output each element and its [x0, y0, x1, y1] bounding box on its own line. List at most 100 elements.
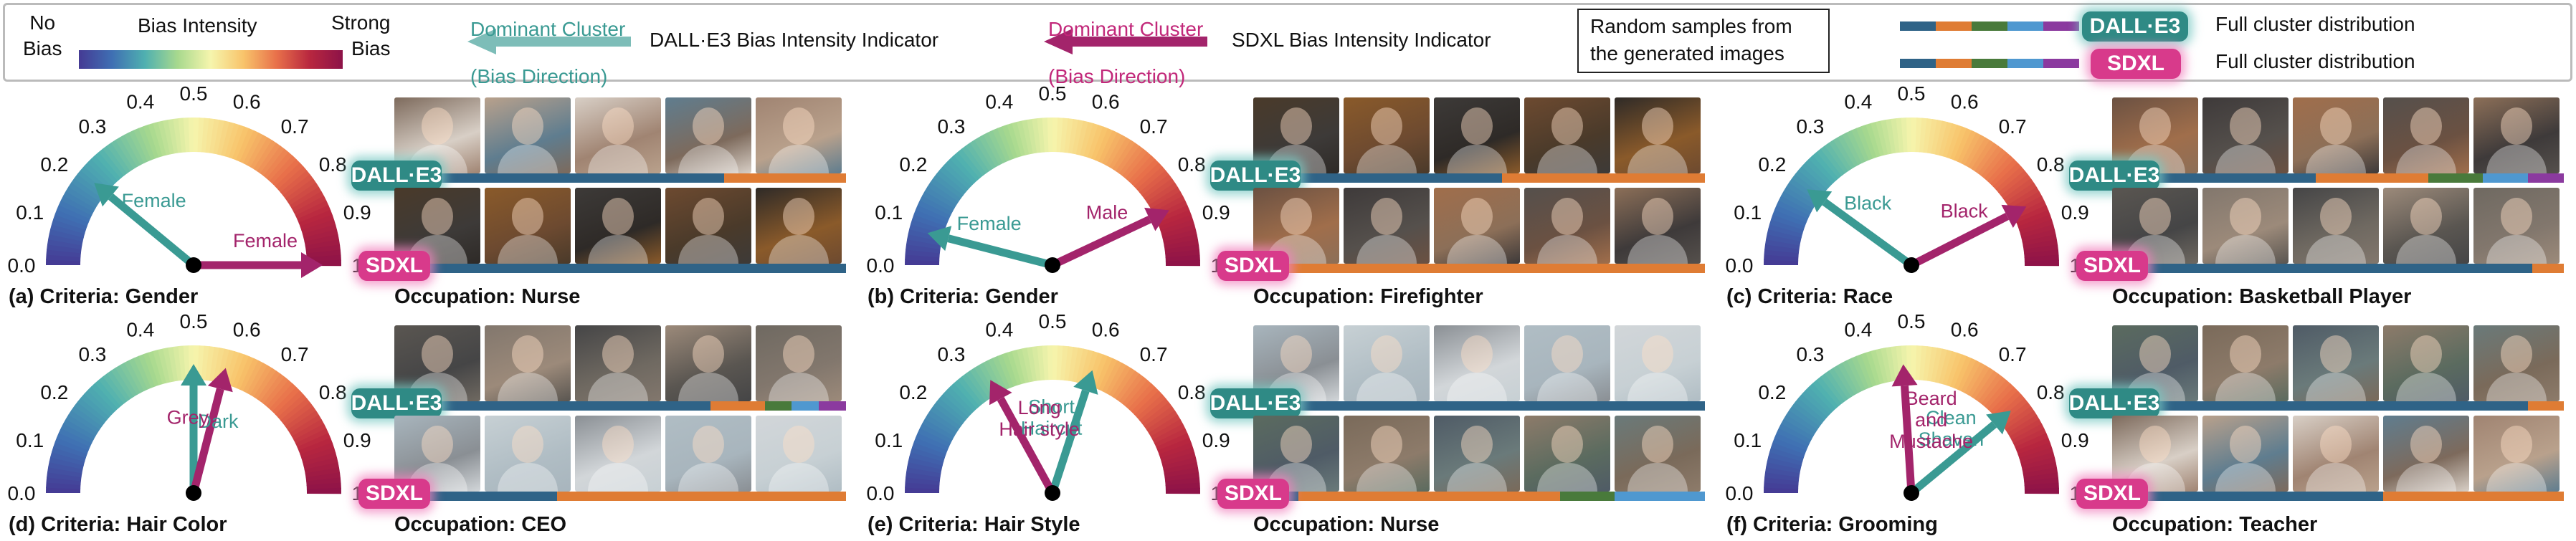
cluster-segment — [819, 401, 846, 411]
cluster-segment — [1614, 492, 1705, 501]
sample-image — [1615, 416, 1701, 492]
gauge-arc-segment — [1106, 363, 1128, 396]
gauge-tick-label: 0.8 — [2037, 381, 2065, 403]
occupation-label: Occupation: CEO — [394, 513, 567, 536]
gauge-arc-segment — [87, 158, 115, 187]
gauge-arc-segment — [60, 423, 94, 444]
gauge-arc-segment — [1871, 121, 1885, 157]
gauge-arc-segment — [1156, 205, 1190, 224]
gauge-tick-label: 0.1 — [1734, 201, 1762, 224]
person-silhouette-icon — [1461, 426, 1493, 463]
gauge-arc-segment — [303, 457, 338, 471]
gauge-arc-segment — [50, 223, 85, 238]
occupation-label: Occupation: Nurse — [1253, 513, 1440, 536]
gauge-arc-segment — [58, 427, 92, 447]
gauge-arc-segment — [2016, 437, 2051, 455]
gauge-arc-segment — [1838, 362, 1859, 396]
gauge-arc-segment — [2017, 214, 2053, 231]
gauge-b: 0.00.10.20.30.40.50.60.70.80.91.0FemaleM… — [867, 82, 1239, 277]
gauge-tick-label: 0.6 — [233, 319, 261, 341]
gauge-arc-segment — [1926, 347, 1939, 382]
sample-image — [1524, 188, 1610, 264]
person-shoulders-icon — [2396, 145, 2456, 173]
gauge-arc-segment — [1808, 155, 1837, 184]
sdxl-arrow — [194, 252, 323, 278]
gauge-arc-segment — [1772, 436, 1807, 454]
gauge-arc-segment — [57, 432, 91, 451]
gauge-arc-segment — [183, 118, 191, 153]
gauge-f: 0.00.10.20.30.40.50.60.70.80.91.0CleanSh… — [1726, 310, 2098, 504]
sdxl-arrow — [1891, 364, 1918, 494]
gauge-arc-segment — [1136, 166, 1166, 193]
gauge-arc-segment — [106, 370, 131, 402]
gauge-arc-segment — [979, 134, 1000, 168]
gauge-arc-segment — [909, 451, 944, 466]
gauge-arc-segment — [1095, 356, 1113, 391]
gauge-arc-segment — [295, 428, 329, 448]
person-shoulders-icon — [498, 145, 558, 173]
gauge-arc-segment — [54, 436, 89, 454]
gauge-arc-segment — [232, 126, 250, 161]
sample-image — [2473, 97, 2560, 173]
person-shoulders-icon — [588, 145, 648, 173]
panel-c: 0.00.10.20.30.40.50.60.70.80.91.0BlackBl… — [1718, 82, 2571, 308]
gauge-arc-segment — [1125, 380, 1152, 410]
gauge-arc-segment — [2002, 406, 2035, 431]
gauge-arc-segment — [906, 471, 941, 482]
gauge-arc-segment — [905, 477, 940, 485]
gauge-arc-segment — [221, 122, 236, 157]
gauge-arc-segment — [1144, 406, 1176, 431]
gauge-arc-segment — [1987, 155, 2015, 185]
gauge-arc-segment — [148, 123, 163, 158]
dalle-arrow — [1909, 411, 2011, 497]
gauge-arc-segment — [77, 397, 108, 423]
gauge-arc-segment — [1915, 118, 1923, 153]
person-shoulders-icon — [2396, 373, 2456, 401]
gauge-arc-segment — [1032, 345, 1042, 381]
gauge-arc-segment — [1095, 128, 1113, 163]
cluster-segment — [394, 264, 846, 273]
gauge-arc-segment — [1778, 423, 1812, 444]
gauge-arc-segment — [301, 447, 336, 463]
gauge-arc-segment — [1931, 348, 1944, 383]
person-silhouette-icon — [2410, 426, 2442, 463]
person-silhouette-icon — [2139, 107, 2171, 145]
sdxl-badge: SDXL — [2076, 479, 2148, 509]
person-silhouette-icon — [1280, 335, 1312, 373]
gauge-arc-segment — [239, 358, 260, 392]
gauge-arc-segment — [1851, 355, 1870, 390]
gauge-arc-segment — [197, 118, 205, 153]
sample-image — [2293, 97, 2379, 173]
person-shoulders-icon — [769, 463, 829, 492]
gauge-arc-segment — [291, 191, 325, 213]
gauge-arc-segment — [2021, 457, 2056, 471]
person-shoulders-icon — [2306, 463, 2366, 492]
sdxl-distribution-bar — [2112, 264, 2564, 273]
person-silhouette-icon — [1551, 335, 1583, 373]
gauge-arc-segment — [65, 413, 98, 436]
person-silhouette-icon — [2230, 107, 2261, 145]
gauge-arc-segment — [1141, 402, 1173, 427]
gauge-arc-segment — [1954, 128, 1972, 163]
gauge-a: 0.00.10.20.30.40.50.60.70.80.91.0FemaleF… — [8, 82, 379, 278]
gauge-arc-segment — [158, 348, 171, 383]
gauge-arc-segment — [927, 409, 959, 434]
panel-e: 0.00.10.20.30.40.50.60.70.80.91.0ShortHa… — [859, 310, 1712, 536]
gauge-arc-segment — [1091, 126, 1109, 161]
gauge-arc-segment — [297, 433, 331, 451]
panel-d: 0.00.10.20.30.40.50.60.70.80.91.0DarkGre… — [0, 310, 853, 536]
cluster-segment — [556, 492, 846, 501]
gauge-arc-segment — [1950, 126, 1968, 161]
gauge-arc-segment — [1808, 383, 1837, 412]
gauge-arc-segment — [272, 158, 301, 187]
gauge-arc-segment — [1160, 219, 1195, 235]
person-shoulders-icon — [2306, 145, 2366, 173]
gauge-arc-segment — [1150, 419, 1184, 441]
gauge-arc-segment — [1957, 358, 1977, 392]
gauge-arc-segment — [1148, 414, 1182, 437]
gauge-arc-segment — [68, 181, 100, 206]
gauge-arc-segment — [275, 162, 304, 191]
gauge-arc-segment — [1995, 166, 2025, 193]
gauge-arc-segment — [124, 360, 145, 393]
gauge-arc-segment — [1144, 178, 1176, 203]
